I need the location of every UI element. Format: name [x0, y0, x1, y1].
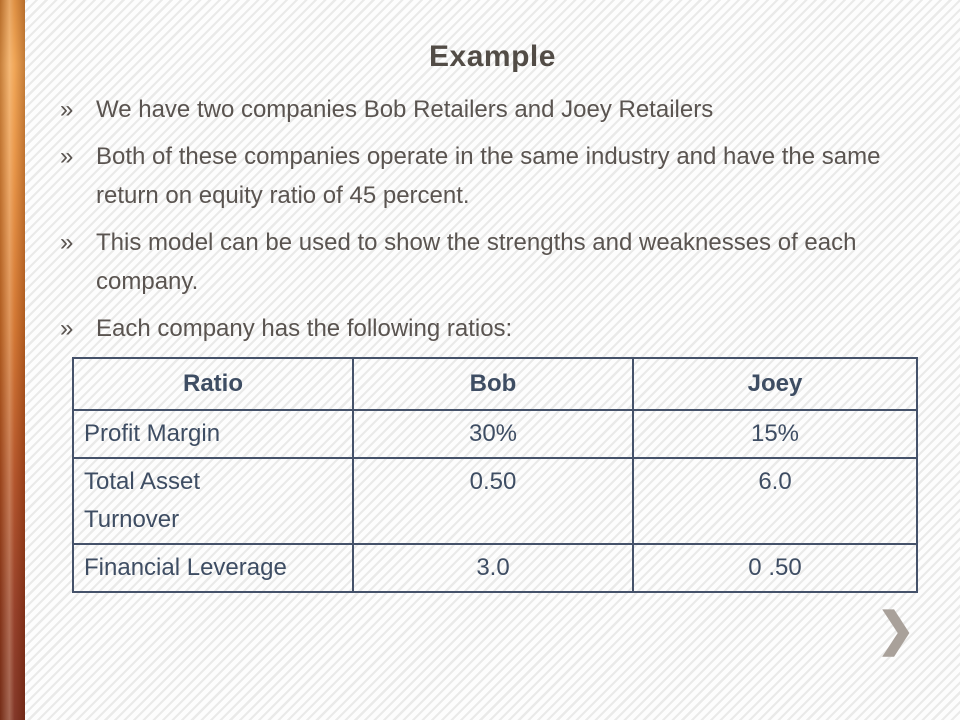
accent-bar: [0, 0, 25, 720]
bullet-text: We have two companies Bob Retailers and …: [96, 96, 714, 123]
column-header-joey: Joey: [632, 357, 918, 411]
table-cell: 0 .50: [632, 543, 918, 593]
bullet-marker-icon: »: [60, 143, 74, 170]
page-title: Example: [429, 40, 556, 73]
table-cell: Financial Leverage: [72, 543, 354, 593]
table-cell: 6.0: [632, 457, 918, 545]
bullet-text: Both of these companies operate in the s…: [96, 143, 881, 209]
bullet-text: Each company has the following ratios:: [96, 315, 513, 342]
column-header-ratio: Ratio: [72, 357, 354, 411]
table-cell-text: Total Asset Turnover: [84, 468, 201, 533]
bullet-marker-icon: »: [60, 315, 74, 342]
bullet-marker-icon: »: [60, 96, 74, 123]
bullet-item: » This model can be used to show the str…: [60, 223, 936, 301]
table-cell: 15%: [632, 409, 918, 459]
bullet-item: » We have two companies Bob Retailers an…: [60, 90, 936, 129]
bullet-item: » Both of these companies operate in the…: [60, 137, 936, 215]
table-row: Total Asset Turnover 0.50 6.0: [72, 457, 918, 545]
bullet-text: This model can be used to show the stren…: [96, 229, 857, 295]
ratios-table: Ratio Bob Joey Profit Margin 30% 15% Tot…: [72, 357, 918, 593]
table-cell: 3.0: [352, 543, 634, 593]
next-chevron-icon: ❯: [876, 603, 915, 655]
bullet-marker-icon: »: [60, 229, 74, 256]
table-cell: Profit Margin: [72, 409, 354, 459]
table-row: Financial Leverage 3.0 0 .50: [72, 543, 918, 593]
bullet-list: » We have two companies Bob Retailers an…: [60, 90, 936, 356]
column-header-bob: Bob: [352, 357, 634, 411]
table-cell: 30%: [352, 409, 634, 459]
bullet-item: » Each company has the following ratios:: [60, 309, 936, 348]
table-row: Profit Margin 30% 15%: [72, 409, 918, 459]
table-cell: 0.50: [352, 457, 634, 545]
table-header-row: Ratio Bob Joey: [72, 357, 918, 411]
table-cell: Total Asset Turnover: [72, 457, 354, 545]
